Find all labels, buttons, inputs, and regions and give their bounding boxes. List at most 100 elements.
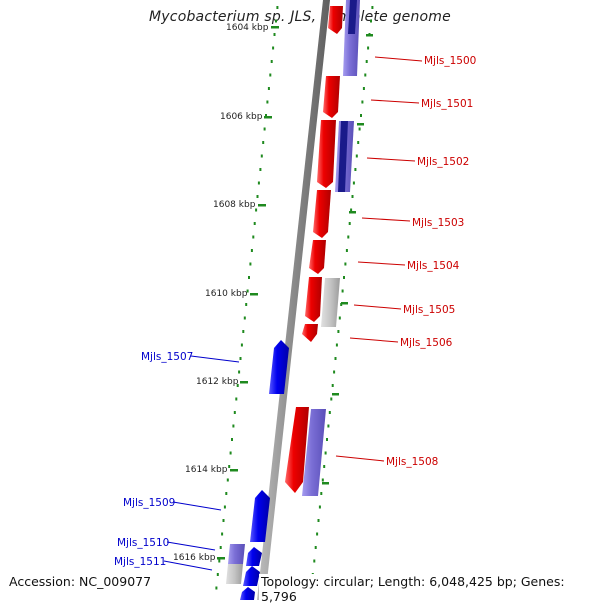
track-dot (350, 208, 353, 212)
label-mjls-1500[interactable]: Mjls_1500 (424, 55, 476, 67)
track-dot (273, 33, 276, 36)
track-dot (246, 289, 249, 293)
label-mjls-1502[interactable]: Mjls_1502 (417, 156, 469, 168)
label-mjls-1506[interactable]: Mjls_1506 (400, 337, 453, 349)
track-dot (344, 262, 347, 266)
ruler-label-1610: 1610 kbp (205, 289, 248, 299)
track-dot (218, 559, 221, 563)
feature-block-1505[interactable] (321, 278, 340, 327)
track-dot (333, 370, 336, 374)
label-mjls-1508[interactable]: Mjls_1508 (386, 456, 438, 468)
track-dot (326, 438, 328, 441)
ruler-label-1616: 1616 kbp (173, 553, 216, 563)
track-dot (262, 141, 265, 144)
track-dot (256, 195, 259, 198)
track-dot (215, 586, 218, 590)
track-dot (330, 397, 333, 401)
genome-backbone (257, 0, 330, 600)
track-dot (235, 397, 238, 401)
gene-arrow-extra[interactable] (240, 587, 255, 600)
track-dot (225, 492, 228, 495)
track-dot (343, 276, 345, 279)
ruler-label-1612: 1612 kbp (196, 377, 239, 387)
track-dot (248, 276, 250, 279)
gene-arrow-mjls-1509[interactable] (250, 490, 270, 542)
gene-arrow-mjls-1505[interactable] (305, 277, 322, 322)
track-dot (327, 424, 330, 428)
ruler-label-1608: 1608 kbp (213, 200, 256, 210)
track-dot (341, 289, 344, 293)
track-dot (354, 168, 357, 171)
ruler-tick-1604 (271, 26, 279, 29)
track-dot (239, 357, 242, 360)
track-dot (257, 181, 260, 185)
track-dot (275, 19, 277, 23)
label-mjls-1501[interactable]: Mjls_1501 (421, 98, 473, 110)
track-dot (243, 316, 246, 320)
track-dot (348, 222, 351, 225)
dot-track-left (215, 6, 279, 590)
reverse-labels: Mjls_1507 Mjls_1509 Mjls_1510 Mjls_1511 (114, 351, 240, 571)
track-dot (365, 60, 368, 63)
label-mjls-1505[interactable]: Mjls_1505 (403, 304, 455, 316)
track-dot (361, 100, 364, 104)
feature-block-1510[interactable] (228, 544, 245, 564)
track-dot (229, 451, 232, 455)
gene-arrow-mjls-1504[interactable] (309, 240, 326, 274)
track-dot (266, 100, 269, 104)
gene-arrow-mjls-1501[interactable] (323, 76, 340, 118)
track-dot (276, 6, 279, 9)
gene-arrow-mjls-1511[interactable] (243, 566, 260, 586)
track-dot (228, 465, 231, 468)
forward-genes (285, 6, 343, 493)
track-dot (357, 141, 360, 144)
track-dot (370, 19, 372, 23)
track-dot (367, 46, 370, 50)
ruler-tick-1610 (250, 293, 258, 296)
label-mjls-1504[interactable]: Mjls_1504 (407, 260, 460, 272)
track-dot (216, 573, 219, 576)
label-mjls-1510[interactable]: Mjls_1510 (117, 537, 169, 549)
track-dot (238, 370, 241, 374)
track-dot (223, 505, 226, 509)
track-dot (337, 330, 340, 333)
track-dot (270, 60, 273, 63)
feature-block-1502-dark[interactable] (338, 121, 348, 192)
ruler: 1604 kbp 1606 kbp 1608 kbp 1610 kbp 1612… (173, 23, 279, 563)
track-dot (269, 73, 272, 77)
track-dot (226, 478, 229, 482)
label-mjls-1503[interactable]: Mjls_1503 (412, 217, 464, 229)
label-mjls-1509[interactable]: Mjls_1509 (123, 497, 175, 509)
feature-block-1500-dark[interactable] (348, 0, 357, 34)
track-dot (347, 235, 350, 239)
track-dot (352, 181, 355, 185)
track-dot (255, 208, 258, 212)
track-dot (345, 249, 348, 252)
ruler-tick-1616 (217, 557, 225, 560)
gene-arrow-mjls-1506[interactable] (302, 324, 318, 342)
track-dot (335, 343, 338, 347)
feature-block-1511[interactable] (226, 564, 243, 584)
ruler-tick-1614 (230, 469, 238, 472)
gene-arrow-mjls-1507[interactable] (269, 340, 289, 394)
feature-block-1508[interactable] (302, 409, 326, 496)
track-dot (314, 546, 317, 549)
track-dot (331, 384, 334, 387)
track-dot (267, 87, 270, 90)
ruler-tick-1608 (258, 204, 266, 207)
gene-arrow-mjls-1502[interactable] (317, 120, 336, 188)
track-dot (321, 478, 324, 482)
label-mjls-1507[interactable]: Mjls_1507 (141, 351, 193, 363)
track-dot (364, 73, 367, 77)
gene-arrow-mjls-1503[interactable] (313, 190, 331, 238)
label-mjls-1511[interactable]: Mjls_1511 (114, 556, 166, 568)
track-dot (245, 303, 248, 306)
gene-arrow-mjls-1508[interactable] (285, 407, 309, 493)
feature-track-ticks (322, 34, 373, 485)
track-dot (253, 222, 256, 225)
track-dot (260, 154, 263, 158)
gene-arrow-mjls-1500[interactable] (328, 6, 343, 34)
track-dot (233, 411, 236, 414)
track-dot (338, 316, 341, 320)
gene-arrow-mjls-1510[interactable] (246, 547, 262, 566)
